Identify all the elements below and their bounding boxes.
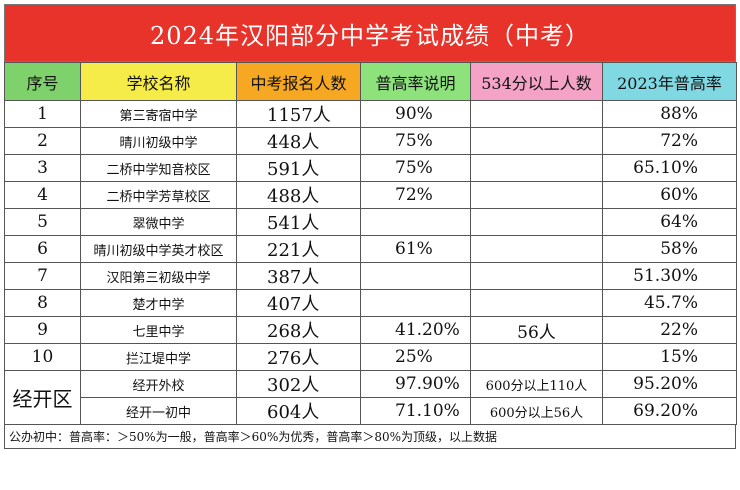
exam-count-cell: 387人 <box>236 262 361 290</box>
rate-2023-cell: 51.30% <box>602 262 737 290</box>
above-600-cell: 600分以上110人 <box>470 370 603 398</box>
seq-cell: 2 <box>4 127 81 155</box>
exam-count-cell: 407人 <box>236 289 361 317</box>
seq-cell: 9 <box>4 316 81 344</box>
seq-cell: 8 <box>4 289 81 317</box>
page-title: 2024年汉阳部分中学考试成绩（中考） <box>4 4 736 62</box>
region-cell: 经开区 <box>4 370 81 425</box>
exam-count-cell: 221人 <box>236 235 361 263</box>
table-row: 6 晴川初级中学英才校区 221人 61% 58% <box>4 235 737 263</box>
rate-2023-cell: 64% <box>602 208 737 236</box>
table-row: 经开一初中 604人 71.10% 600分以上56人 69.20% <box>5 397 737 425</box>
table-row: 5 翠微中学 541人 64% <box>4 208 737 236</box>
school-name-cell: 二桥中学芳草校区 <box>80 181 237 209</box>
school-name-cell: 经开一初中 <box>80 397 237 425</box>
school-name-cell: 汉阳第三初级中学 <box>80 262 237 290</box>
rate-note-cell <box>360 262 471 290</box>
above-600-cell: 600分以上56人 <box>470 397 603 425</box>
header-above-534: 534分以上人数 <box>470 62 603 101</box>
above-534-cell <box>470 262 603 290</box>
school-name-cell: 翠微中学 <box>80 208 237 236</box>
above-534-cell <box>470 208 603 236</box>
above-534-cell <box>470 289 603 317</box>
table-row: 8 楚才中学 407人 45.7% <box>4 289 737 317</box>
rate-note-cell: 90% <box>360 100 471 128</box>
above-534-cell <box>470 100 603 128</box>
school-name-cell: 晴川初级中学 <box>80 127 237 155</box>
rate-note-cell <box>360 208 471 236</box>
school-name-cell: 晴川初级中学英才校区 <box>80 235 237 263</box>
above-534-cell <box>470 181 603 209</box>
footer-note: 公办初中：普高率：＞50%为一般，普高率＞60%为优秀，普高率＞80%为顶级，以… <box>4 425 736 449</box>
rate-2023-cell: 22% <box>602 316 737 344</box>
exam-count-cell: 448人 <box>236 127 361 155</box>
table-row: 3 二桥中学知音校区 591人 75% 65.10% <box>4 154 737 182</box>
table-row: 7 汉阳第三初级中学 387人 51.30% <box>4 262 737 290</box>
score-table-document: 2024年汉阳部分中学考试成绩（中考） 序号 学校名称 中考报名人数 普高率说明… <box>4 4 737 486</box>
table-body: 1 第三寄宿中学 1157人 90% 88% 2 晴川初级中学 448人 75% 72% 3 二桥中学… <box>4 100 737 425</box>
above-534-cell <box>470 235 603 263</box>
exam-count-cell: 591人 <box>236 154 361 182</box>
rate-note-cell: 97.90% <box>360 370 471 398</box>
seq-cell: 6 <box>4 235 81 263</box>
school-name-cell: 第三寄宿中学 <box>80 100 237 128</box>
rate-note-cell: 71.10% <box>360 397 471 425</box>
table-row: 1 第三寄宿中学 1157人 90% 88% <box>4 100 737 128</box>
header-exam-count: 中考报名人数 <box>236 62 361 101</box>
exam-count-cell: 302人 <box>236 370 361 398</box>
school-name-cell: 楚才中学 <box>80 289 237 317</box>
above-534-cell: 56人 <box>470 316 603 344</box>
rate-2023-cell: 88% <box>602 100 737 128</box>
header-rate-2023: 2023年普高率 <box>602 62 737 101</box>
exam-count-cell: 1157人 <box>236 100 361 128</box>
rate-2023-cell: 45.7% <box>602 289 737 317</box>
exam-count-cell: 604人 <box>236 397 361 425</box>
seq-cell: 7 <box>4 262 81 290</box>
table-row: 经开区 经开外校 302人 97.90% 600分以上110人 95.20% <box>4 370 737 425</box>
rate-note-cell: 72% <box>360 181 471 209</box>
header-school-name: 学校名称 <box>80 62 237 101</box>
above-534-cell <box>470 127 603 155</box>
table-header-row: 序号 学校名称 中考报名人数 普高率说明 534分以上人数 2023年普高率 <box>4 62 737 101</box>
header-seq: 序号 <box>4 62 81 101</box>
school-name-cell: 经开外校 <box>80 370 237 398</box>
exam-count-cell: 276人 <box>236 343 361 371</box>
school-name-cell: 拦江堤中学 <box>80 343 237 371</box>
rate-note-cell: 75% <box>360 154 471 182</box>
seq-cell: 4 <box>4 181 81 209</box>
exam-count-cell: 541人 <box>236 208 361 236</box>
rate-2023-cell: 15% <box>602 343 737 371</box>
table-row: 9 七里中学 268人 41.20% 56人 22% <box>4 316 737 344</box>
exam-count-cell: 268人 <box>236 316 361 344</box>
rate-note-cell <box>360 289 471 317</box>
seq-cell: 3 <box>4 154 81 182</box>
table-row: 2 晴川初级中学 448人 75% 72% <box>4 127 737 155</box>
school-name-cell: 七里中学 <box>80 316 237 344</box>
rate-2023-cell: 65.10% <box>602 154 737 182</box>
rate-2023-cell: 69.20% <box>602 397 737 425</box>
above-534-cell <box>470 343 603 371</box>
rate-note-cell: 61% <box>360 235 471 263</box>
rate-note-cell: 41.20% <box>360 316 471 344</box>
table-row: 10 拦江堤中学 276人 25% 15% <box>4 343 737 371</box>
rate-2023-cell: 60% <box>602 181 737 209</box>
exam-count-cell: 488人 <box>236 181 361 209</box>
header-rate-note: 普高率说明 <box>360 62 471 101</box>
seq-cell: 5 <box>4 208 81 236</box>
rate-note-cell: 75% <box>360 127 471 155</box>
above-534-cell <box>470 154 603 182</box>
rate-note-cell: 25% <box>360 343 471 371</box>
score-table: 序号 学校名称 中考报名人数 普高率说明 534分以上人数 2023年普高率 1… <box>4 62 737 425</box>
table-row: 4 二桥中学芳草校区 488人 72% 60% <box>4 181 737 209</box>
rate-2023-cell: 72% <box>602 127 737 155</box>
seq-cell: 1 <box>4 100 81 128</box>
rate-2023-cell: 58% <box>602 235 737 263</box>
school-name-cell: 二桥中学知音校区 <box>80 154 237 182</box>
seq-cell: 10 <box>4 343 81 371</box>
rate-2023-cell: 95.20% <box>602 370 737 398</box>
